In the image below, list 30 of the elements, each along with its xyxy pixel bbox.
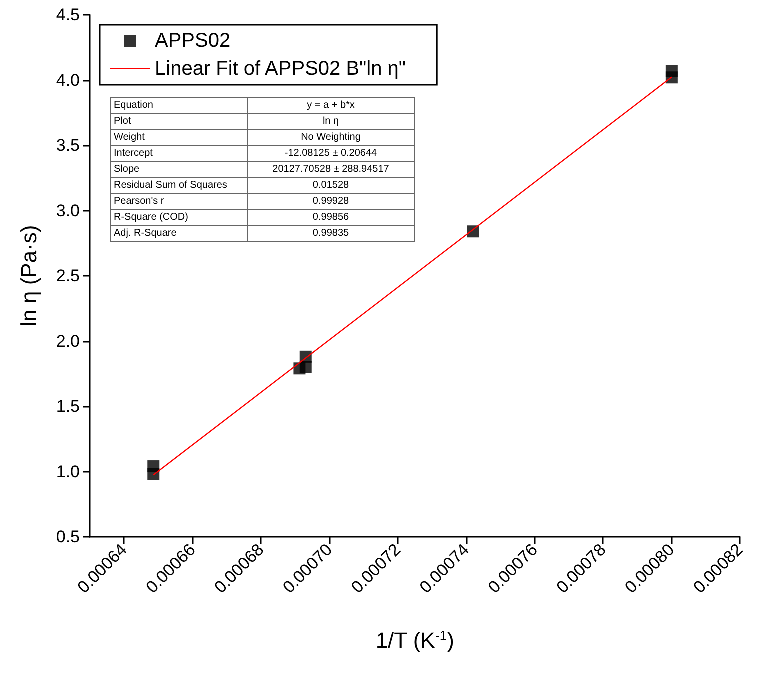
y-axis-title: ln η (Pa·s) <box>16 225 42 327</box>
annotation: R-Square (COD) <box>110 210 248 226</box>
annotation: No Weighting <box>248 130 414 146</box>
annotation: Weight <box>110 130 248 146</box>
annotation: 20127.70528 ± 288.94517 <box>248 162 414 178</box>
annotation: 0.99835 <box>248 226 414 242</box>
annotation: -12.08125 ± 0.20644 <box>248 146 414 162</box>
annotation: Intercept <box>110 146 248 162</box>
y-tick-label: 0.5 <box>56 528 80 546</box>
y-tick-label: 1.0 <box>56 462 80 482</box>
annotation: Adj. R-Square <box>110 226 248 242</box>
y-tick-label: 2.0 <box>56 332 80 351</box>
annotation: ln η <box>248 114 414 130</box>
annotation: Plot <box>110 114 248 130</box>
y-tick-label: 4.5 <box>56 6 80 24</box>
annotation: 0.01528 <box>248 178 414 194</box>
legend-label: Linear Fit of APPS02 B"ln η" <box>155 58 406 80</box>
annotation: Slope <box>110 162 248 178</box>
y-tick-label: 3.5 <box>56 136 80 155</box>
annotation: Residual Sum of Squares <box>110 178 248 194</box>
y-tick-label: 3.0 <box>56 201 80 220</box>
annotation: 0.99856 <box>248 210 414 226</box>
annotation: Equation <box>110 98 248 114</box>
annotation: 0.99928 <box>248 194 414 210</box>
y-tick-label: 1.5 <box>56 397 80 416</box>
y-tick-label: 2.5 <box>56 266 80 286</box>
legend-label: APPS02 <box>155 30 231 52</box>
y-tick-label: 4.0 <box>56 70 80 90</box>
annotation: y = a + b*x <box>248 98 414 114</box>
annotation: Pearson's r <box>110 194 248 210</box>
